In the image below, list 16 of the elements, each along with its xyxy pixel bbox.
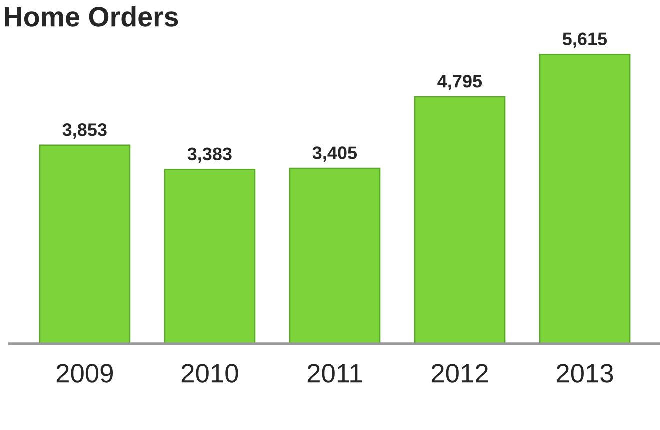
chart-title: Home Orders [5,6,178,27]
bar [289,168,381,344]
x-tick-label: 2011 [308,364,362,383]
data-label: 3,853 [62,124,107,139]
x-tick-label: 2013 [556,364,614,383]
data-label: 5,615 [562,32,608,48]
data-label: 3,405 [312,146,358,162]
bar [539,54,631,344]
bar [164,168,256,344]
bar [39,144,131,344]
x-tick-label: 2010 [182,364,238,383]
bar [414,96,506,344]
data-label: 3,383 [188,148,232,164]
x-tick-label: 2012 [432,364,488,383]
x-tick-label: 2009 [56,364,114,383]
data-label: 4,795 [438,75,482,90]
